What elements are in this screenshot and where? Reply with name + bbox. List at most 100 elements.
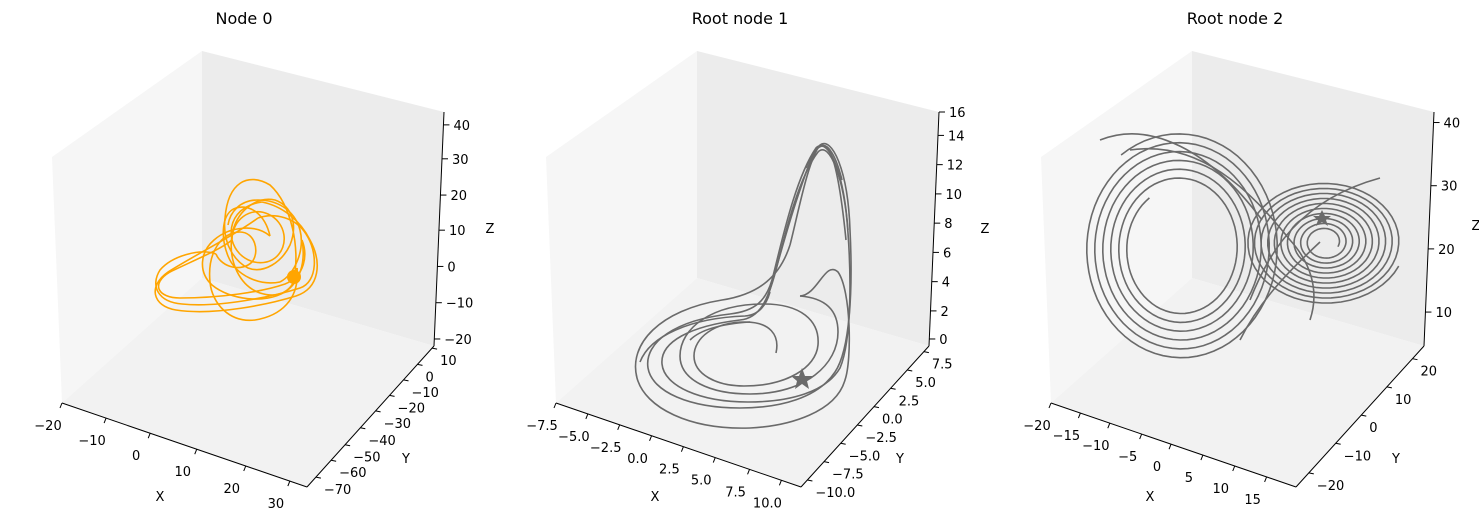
y-tick-mark xyxy=(389,394,395,397)
y-tick-mark xyxy=(1412,358,1418,361)
z-tick-label: 8 xyxy=(944,217,952,232)
x-tick-mark xyxy=(649,435,653,441)
z-tick-label: 12 xyxy=(947,159,964,174)
x-tick-label: 7.5 xyxy=(725,485,746,500)
y-tick-label: −10.0 xyxy=(815,486,855,501)
x-tick-mark xyxy=(243,465,247,472)
x-tick-mark xyxy=(778,480,782,486)
x-tick-label: −5 xyxy=(1118,450,1137,465)
x-tick-mark xyxy=(59,402,63,409)
x-tick-label: 10.0 xyxy=(753,496,782,511)
y-tick-mark xyxy=(1335,442,1341,445)
x-tick-mark xyxy=(1168,443,1172,450)
x-tick-mark xyxy=(287,480,291,487)
y-tick-label: −30 xyxy=(384,417,411,432)
trajectory-path xyxy=(1239,241,1321,341)
x-tick-mark xyxy=(617,424,621,431)
x-axis-label: X xyxy=(156,490,165,505)
y-tick-mark xyxy=(907,369,913,372)
z-axis-line xyxy=(1423,111,1435,347)
trajectory-path xyxy=(661,145,851,403)
x-tick-label: −5.0 xyxy=(558,430,590,445)
y-tick-mark xyxy=(923,351,929,354)
back-pane xyxy=(697,51,939,346)
x-tick-label: 2.5 xyxy=(659,463,680,478)
back-pane xyxy=(202,51,444,346)
y-tick-mark xyxy=(417,363,423,366)
x-axis-label: X xyxy=(651,490,660,505)
x-tick-mark xyxy=(1077,412,1081,419)
y-tick-label: −50 xyxy=(353,451,380,466)
trajectory-path xyxy=(679,295,839,395)
x-tick-mark xyxy=(147,433,151,439)
z-tick-label: 30 xyxy=(452,153,469,168)
tick-labels: −20−100102030−70−60−50−40−30−20−10010−20… xyxy=(34,119,473,512)
y-tick-label: −20 xyxy=(1317,479,1344,494)
x-tick-mark xyxy=(680,446,684,452)
back-pane xyxy=(1192,51,1434,346)
x-tick-label: 10 xyxy=(1212,482,1229,497)
y-tick-label: 0 xyxy=(425,370,433,385)
z-tick-label: 40 xyxy=(1444,117,1461,132)
y-tick-label: 20 xyxy=(1420,365,1437,380)
left-pane xyxy=(1041,51,1192,403)
x-tick-label: 30 xyxy=(268,497,285,512)
x-tick-label: 0 xyxy=(1153,460,1161,475)
z-tick-label: 14 xyxy=(948,129,965,144)
start-marker xyxy=(287,270,301,284)
y-tick-mark xyxy=(1386,386,1392,389)
z-tick-label: 20 xyxy=(1438,243,1455,258)
y-tick-label: −5.0 xyxy=(849,449,881,464)
trajectory-path xyxy=(634,244,851,429)
y-tick-label: −10 xyxy=(1344,449,1371,464)
z-tick-label: 0 xyxy=(939,333,947,348)
y-tick-label: −10 xyxy=(412,386,439,401)
z-tick-label: 0 xyxy=(447,260,455,275)
y-tick-label: 10 xyxy=(440,354,457,369)
x-tick-mark xyxy=(103,417,107,424)
y-tick-label: 5.0 xyxy=(915,376,936,391)
y-tick-label: −20 xyxy=(398,401,425,416)
x-tick-label: 20 xyxy=(223,482,240,497)
trajectory-path xyxy=(230,201,285,264)
y-tick-mark xyxy=(807,479,813,482)
trajectory-path xyxy=(805,144,847,241)
y-tick-mark xyxy=(890,387,896,390)
y-tick-mark xyxy=(375,410,381,413)
subplot-root-node-1: Root node 1 −7.5−5.0−2.50.02.55.07.510.0… xyxy=(526,9,989,511)
x-tick-mark xyxy=(1048,402,1052,409)
y-tick-label: −40 xyxy=(368,434,395,449)
trajectory-path xyxy=(1086,133,1278,359)
y-tick-label: −2.5 xyxy=(865,431,897,446)
x-tick-label: −10 xyxy=(78,434,105,449)
y-tick-mark xyxy=(857,424,863,427)
y-tick-mark xyxy=(1308,472,1314,475)
x-tick-label: 0 xyxy=(132,449,140,464)
x-tick-mark xyxy=(747,469,751,475)
star-marker xyxy=(1313,210,1331,226)
x-tick-mark xyxy=(585,413,589,420)
z-tick-label: −10 xyxy=(446,297,473,312)
trajectory-path xyxy=(689,321,751,341)
y-tick-label: 10 xyxy=(1395,393,1412,408)
y-axis-label: Y xyxy=(401,452,410,467)
y-tick-mark xyxy=(873,406,880,409)
y-axis-line xyxy=(1295,345,1425,488)
z-tick-label: −20 xyxy=(444,333,471,348)
z-tick-label: 16 xyxy=(949,106,966,121)
y-tick-label: 0 xyxy=(1369,421,1377,436)
y-axis-label: Y xyxy=(1391,452,1400,467)
left-pane xyxy=(52,51,202,403)
chart-title: Node 0 xyxy=(215,9,272,28)
chart-title: Root node 2 xyxy=(1187,9,1284,28)
tick-labels: −7.5−5.0−2.50.02.55.07.510.0−10.0−7.5−5.… xyxy=(526,106,965,511)
y-axis-line xyxy=(306,345,435,488)
subplot-node-0: Node 0 −20−100102030−70−60−50−40−30−20−1… xyxy=(34,9,494,512)
x-axis-label: X xyxy=(1146,490,1155,505)
x-tick-mark xyxy=(712,457,716,463)
x-tick-label: 10 xyxy=(174,465,191,480)
y-tick-mark xyxy=(431,347,438,350)
y-tick-mark xyxy=(315,476,321,479)
x-tick-label: −7.5 xyxy=(526,419,558,434)
trajectory xyxy=(1086,133,1400,359)
